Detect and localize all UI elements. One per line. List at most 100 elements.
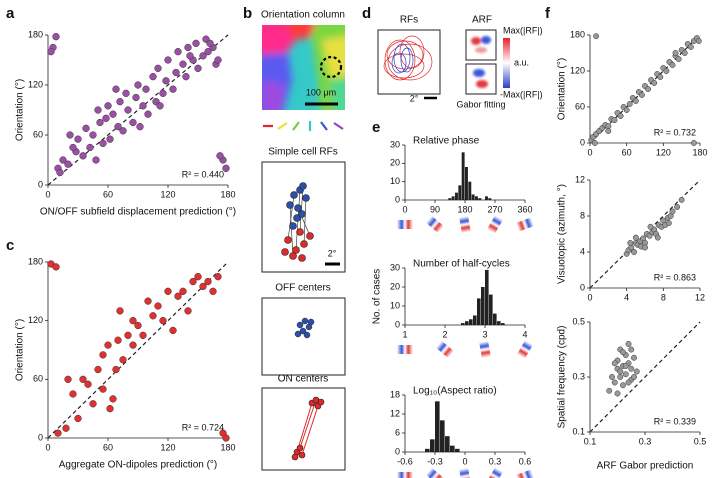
point bbox=[620, 349, 626, 356]
gabor-icon bbox=[487, 215, 503, 234]
point bbox=[169, 85, 177, 93]
y-tick-label: 8 bbox=[580, 210, 585, 220]
bar bbox=[493, 313, 497, 325]
panel-letter: c bbox=[6, 237, 14, 254]
bar bbox=[485, 269, 489, 325]
colorbar-label: Max(|RF|) bbox=[503, 25, 543, 35]
y-axis-label: Visuotopic (azimuth, °) bbox=[557, 184, 568, 284]
point bbox=[199, 52, 207, 60]
point bbox=[164, 287, 172, 295]
point bbox=[591, 140, 598, 146]
point bbox=[627, 240, 634, 246]
y-axis-label: Spatial frequency (cpd) bbox=[557, 326, 568, 429]
y-tick-label: 12 bbox=[575, 174, 585, 184]
on-links bbox=[296, 399, 319, 456]
point bbox=[625, 341, 632, 347]
point bbox=[192, 39, 200, 47]
x-tick-label: 0.6 bbox=[519, 456, 532, 466]
y-tick-label: 120 bbox=[28, 315, 43, 325]
x-tick-label: 0.5 bbox=[694, 436, 707, 446]
point bbox=[172, 68, 180, 77]
point bbox=[654, 234, 661, 241]
point bbox=[614, 390, 621, 397]
x-tick-label: 0 bbox=[587, 147, 592, 157]
x-tick-label: 0 bbox=[45, 442, 50, 452]
point bbox=[622, 363, 629, 369]
y-tick-label: 6 bbox=[395, 427, 400, 437]
point bbox=[657, 74, 664, 80]
caption: Gabor fitting bbox=[456, 99, 505, 109]
point bbox=[89, 400, 97, 408]
point bbox=[136, 123, 144, 131]
bar bbox=[425, 448, 430, 452]
gabor-icon bbox=[459, 215, 471, 234]
point bbox=[86, 143, 94, 152]
gabor-icon bbox=[517, 340, 533, 359]
point bbox=[134, 81, 142, 89]
bar bbox=[477, 298, 481, 325]
x-axis-label: Aggregate ON-dipoles prediction (°) bbox=[59, 460, 218, 471]
point bbox=[154, 64, 162, 72]
identity-line bbox=[589, 34, 701, 144]
point bbox=[69, 143, 77, 152]
bar bbox=[450, 445, 455, 452]
point bbox=[209, 287, 217, 295]
y-tick-label: 0 bbox=[580, 282, 585, 292]
point bbox=[631, 354, 637, 361]
bar bbox=[461, 152, 465, 200]
point bbox=[642, 244, 648, 251]
point bbox=[620, 382, 626, 389]
point bbox=[64, 160, 72, 168]
colorbar-label: -Max(|RF|) bbox=[500, 89, 543, 99]
y-tick-label: 18 bbox=[390, 389, 400, 399]
point bbox=[626, 101, 633, 107]
point bbox=[674, 204, 681, 210]
point bbox=[74, 135, 82, 143]
point bbox=[79, 375, 87, 383]
panel-title: ARF bbox=[472, 15, 492, 26]
y-tick-label: 180 bbox=[28, 29, 43, 39]
gabor-icon bbox=[397, 345, 413, 354]
point bbox=[52, 33, 60, 41]
x-tick-label: 0 bbox=[462, 456, 467, 466]
bar bbox=[451, 196, 455, 200]
x-axis-label: ARF Gabor prediction bbox=[597, 461, 694, 472]
y-tick-label: 60 bbox=[575, 101, 585, 111]
column-marker bbox=[319, 55, 343, 79]
panel-title: OFF centers bbox=[275, 283, 331, 294]
y-tick-label: 0.1 bbox=[572, 426, 585, 436]
x-tick-label: 180 bbox=[220, 442, 235, 452]
x-tick-label: 4 bbox=[522, 329, 527, 339]
rfs-box bbox=[377, 29, 441, 95]
point bbox=[124, 106, 132, 114]
point bbox=[628, 365, 635, 372]
x-tick-label: -0.3 bbox=[427, 456, 443, 466]
point bbox=[665, 220, 672, 227]
point bbox=[82, 124, 90, 132]
x-tick-label: 0 bbox=[402, 204, 407, 214]
panel-letter: d bbox=[362, 5, 371, 22]
panel-letter: e bbox=[372, 119, 380, 136]
point bbox=[214, 273, 222, 281]
point bbox=[663, 68, 670, 74]
y-tick-label: 60 bbox=[33, 374, 43, 384]
y-tick-label: 0 bbox=[395, 319, 400, 329]
x-tick-label: 0.3 bbox=[639, 436, 652, 446]
y-tick-label: 0 bbox=[580, 137, 585, 147]
x-tick-label: 60 bbox=[103, 189, 113, 199]
x-tick-label: 360 bbox=[517, 204, 532, 214]
rf-contours bbox=[383, 35, 433, 81]
arf-box bbox=[465, 29, 497, 61]
point bbox=[647, 223, 654, 230]
orientation-key bbox=[263, 121, 344, 131]
y-tick-label: 12 bbox=[390, 408, 400, 418]
point bbox=[638, 92, 645, 98]
rf-pairs bbox=[281, 182, 314, 262]
point bbox=[617, 368, 624, 375]
x-tick-label: 90 bbox=[430, 204, 440, 214]
point bbox=[132, 93, 140, 102]
point bbox=[99, 139, 107, 147]
identity-line bbox=[589, 321, 701, 433]
point bbox=[47, 48, 55, 56]
